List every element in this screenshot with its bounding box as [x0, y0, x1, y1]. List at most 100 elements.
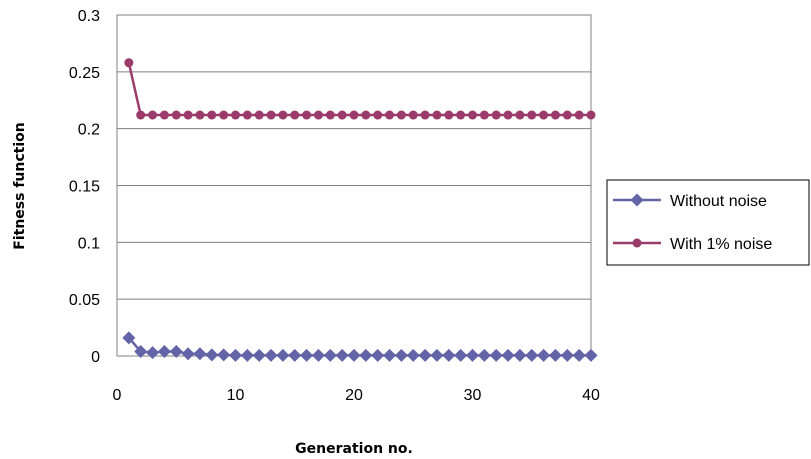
legend: Without noise With 1% noise: [606, 179, 810, 266]
data-point: [313, 110, 323, 120]
data-point: [264, 348, 278, 362]
data-point: [134, 344, 148, 358]
data-point: [550, 110, 560, 120]
data-point: [537, 348, 551, 362]
data-point: [252, 348, 266, 362]
data-point: [276, 348, 290, 362]
data-point: [217, 348, 231, 362]
data-point: [359, 348, 373, 362]
data-point: [420, 110, 430, 120]
y-tick-labels: 0 0.05 0.1 0.15 0.2 0.25 0.3: [69, 8, 100, 366]
data-point: [266, 110, 276, 120]
y-tick-label: 0.3: [78, 8, 100, 25]
data-point: [361, 110, 371, 120]
data-point: [394, 348, 408, 362]
data-point: [124, 58, 134, 68]
legend-box: [606, 179, 810, 266]
y-tick-label: 0.25: [69, 65, 100, 82]
y-tick-label: 0.15: [69, 179, 100, 196]
data-point: [454, 348, 468, 362]
data-point: [337, 110, 347, 120]
y-tick-label: 0.1: [78, 235, 100, 252]
data-point: [349, 110, 359, 120]
series-group: [122, 58, 598, 362]
legend-label-without-noise: Without noise: [670, 193, 767, 210]
data-point: [501, 348, 515, 362]
data-point: [242, 110, 252, 120]
data-point: [290, 110, 300, 120]
series-line: [127, 62, 591, 117]
data-point: [219, 110, 229, 120]
data-point: [300, 348, 314, 362]
data-point: [491, 110, 501, 120]
data-point: [383, 348, 397, 362]
data-point: [432, 110, 442, 120]
data-point: [572, 348, 586, 362]
data-point: [584, 348, 598, 362]
data-point: [513, 348, 527, 362]
data-point: [229, 348, 242, 362]
data-point: [456, 110, 466, 120]
data-point: [548, 348, 562, 362]
data-point: [231, 110, 240, 120]
data-point: [302, 110, 312, 120]
series-with-noise: [124, 58, 596, 120]
data-point: [335, 348, 349, 362]
x-tick-labels: 0 10 20 30 40: [113, 387, 600, 404]
data-point: [136, 110, 146, 120]
data-point: [207, 110, 217, 120]
data-point: [171, 110, 181, 120]
data-point: [311, 348, 325, 362]
series-without-noise: [122, 331, 598, 362]
data-point: [148, 110, 158, 120]
data-point: [477, 348, 491, 362]
data-point: [515, 110, 525, 120]
legend-swatch-marker-without-noise: [630, 193, 644, 207]
legend-label-with-noise: With 1% noise: [670, 236, 772, 253]
data-point: [408, 110, 418, 120]
data-point: [527, 110, 537, 120]
data-point: [122, 331, 136, 345]
y-tick-label: 0: [91, 349, 100, 366]
data-point: [183, 110, 193, 120]
data-point: [195, 110, 205, 120]
data-point: [430, 348, 444, 362]
data-point: [586, 110, 596, 120]
data-point: [278, 110, 288, 120]
data-point: [205, 348, 219, 362]
data-point: [489, 348, 503, 362]
x-tick-label: 20: [345, 387, 363, 404]
data-point: [479, 110, 489, 120]
data-point: [254, 110, 264, 120]
data-point: [169, 344, 183, 358]
data-point: [193, 347, 207, 361]
y-tick-label: 0.2: [78, 122, 100, 139]
x-tick-label: 40: [582, 387, 600, 404]
x-tick-label: 0: [113, 387, 122, 404]
data-point: [396, 110, 406, 120]
data-point: [157, 344, 171, 358]
y-axis-title: Fitness function: [12, 122, 28, 249]
x-axis-title: Generation no.: [295, 441, 413, 457]
data-point: [562, 110, 572, 120]
gridlines: [117, 71, 591, 300]
data-point: [240, 348, 254, 362]
data-point: [444, 110, 454, 120]
data-point: [385, 110, 395, 120]
data-point: [468, 110, 477, 120]
x-tick-label: 10: [227, 387, 245, 404]
data-point: [323, 348, 337, 362]
data-point: [373, 110, 383, 120]
legend-swatch-marker-with-noise: [632, 238, 642, 248]
data-point: [525, 348, 539, 362]
data-point: [442, 348, 456, 362]
data-point: [159, 110, 169, 120]
data-point: [371, 348, 385, 362]
data-point: [181, 347, 195, 361]
data-point: [325, 110, 335, 120]
data-point: [574, 110, 584, 120]
data-point: [466, 348, 479, 362]
x-tick-label: 30: [464, 387, 482, 404]
data-point: [406, 348, 420, 362]
